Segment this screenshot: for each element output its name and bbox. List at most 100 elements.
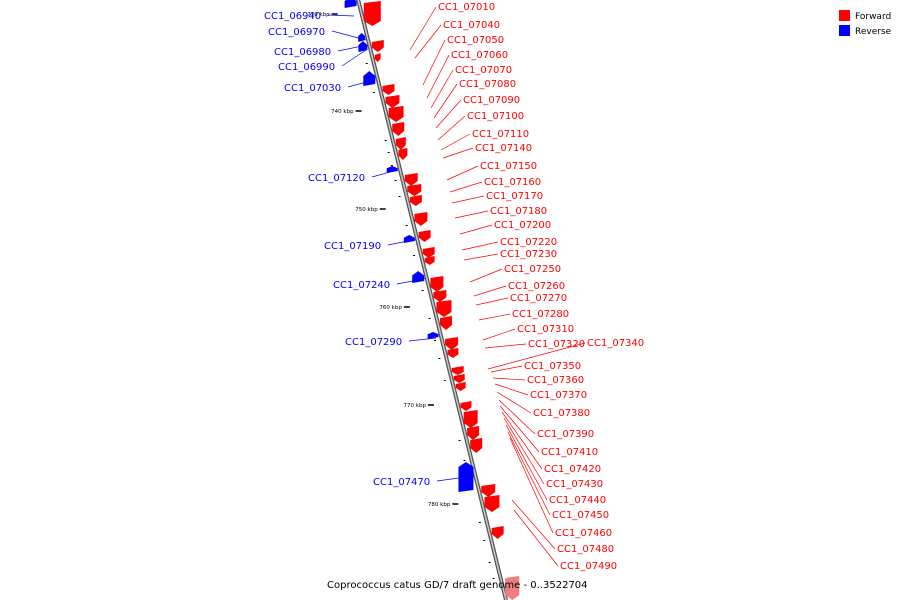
- gene-label-forward: CC1_07170: [486, 191, 543, 202]
- gene-label-forward: CC1_07010: [438, 2, 495, 13]
- leader-line-forward: [498, 399, 536, 435]
- gene-feature-forward: [404, 173, 418, 186]
- position-dot: [372, 92, 375, 93]
- gene-feature-reverse: [358, 41, 368, 52]
- backbone-highlight: [357, 0, 507, 600]
- scale-tick-label: 740 kbp: [331, 109, 354, 115]
- position-dot: [458, 440, 461, 441]
- gene-label-reverse: CC1_07030: [284, 83, 341, 94]
- position-dot: [443, 380, 446, 381]
- leader-line-reverse: [327, 14, 355, 17]
- leader-line-forward: [451, 195, 485, 204]
- gene-label-forward: CC1_07390: [537, 429, 594, 440]
- gene-feature-forward: [407, 184, 422, 196]
- gene-feature-forward: [463, 410, 478, 428]
- leader-line-forward: [426, 54, 450, 99]
- gene-label-forward: CC1_07110: [472, 129, 529, 140]
- gene-feature-forward: [451, 366, 464, 375]
- gene-feature-forward: [440, 316, 453, 330]
- leader-line-forward: [492, 377, 526, 381]
- gene-label-forward: CC1_07150: [480, 161, 537, 172]
- legend: Forward Reverse: [839, 10, 892, 37]
- gene-feature-forward: [385, 95, 400, 108]
- gene-label-forward: CC1_07420: [544, 464, 601, 475]
- legend-swatch-reverse: [839, 25, 850, 36]
- position-dot: [365, 63, 368, 64]
- leader-line-forward: [503, 417, 545, 485]
- position-dot: [463, 460, 466, 461]
- legend-label-reverse: Reverse: [855, 27, 892, 37]
- gene-feature-forward: [424, 256, 435, 265]
- gene-feature-forward: [433, 290, 447, 302]
- position-dot: [478, 522, 481, 523]
- gene-features: [344, 0, 520, 600]
- gene-feature-forward: [363, 1, 381, 26]
- gene-label-reverse: CC1_07120: [308, 173, 365, 184]
- gene-label-forward: CC1_07140: [475, 143, 532, 154]
- gene-label-forward: CC1_07280: [512, 309, 569, 320]
- gene-label-forward: CC1_07100: [467, 111, 524, 122]
- genome-caption: Coprococcus catus GD/7 draft genome - 0.…: [327, 580, 588, 591]
- gene-label-forward: CC1_07430: [546, 479, 603, 490]
- gene-labels: CC1_06940 CC1_06970 CC1_06980 CC1_06990 CC1_…: [264, 2, 644, 572]
- gene-feature-forward: [491, 526, 504, 539]
- leader-line-forward: [430, 69, 454, 109]
- legend-swatch-forward: [839, 10, 850, 21]
- genome-backbone: [356, 0, 508, 600]
- gene-feature-forward: [484, 495, 500, 512]
- leader-line-forward: [507, 431, 551, 516]
- gene-label-forward: CC1_07040: [443, 20, 500, 31]
- leader-lines: [327, 6, 586, 567]
- gene-label-forward: CC1_07380: [533, 408, 590, 419]
- position-dot: [438, 358, 441, 359]
- gene-label-forward: CC1_07270: [510, 293, 567, 304]
- gene-feature-forward: [481, 484, 496, 497]
- gene-feature-forward: [398, 148, 408, 160]
- gene-feature-forward: [460, 401, 472, 411]
- gene-label-forward: CC1_07370: [530, 390, 587, 401]
- position-dot: [387, 152, 390, 153]
- gene-feature-forward: [455, 382, 466, 391]
- leader-line-forward: [511, 499, 556, 550]
- gene-feature-reverse: [427, 332, 439, 339]
- gene-label-forward: CC1_07340: [587, 338, 644, 349]
- gene-label-forward: CC1_07160: [484, 177, 541, 188]
- gene-label-forward: CC1_07250: [504, 264, 561, 275]
- scale-tick-label: 770 kbp: [404, 403, 427, 409]
- gene-feature-forward: [392, 122, 405, 136]
- leader-line-forward: [482, 328, 516, 341]
- gene-feature-forward: [467, 426, 480, 440]
- gene-label-forward: CC1_07230: [500, 249, 557, 260]
- gene-label-forward: CC1_07260: [508, 281, 565, 292]
- position-dot: [483, 540, 486, 541]
- gene-feature-forward: [382, 84, 395, 95]
- leader-line-forward: [473, 285, 507, 297]
- position-dot: [428, 318, 431, 319]
- gene-feature-reverse: [403, 235, 415, 243]
- gene-feature-forward: [409, 195, 422, 206]
- leader-line-forward: [475, 297, 509, 306]
- gene-feature-reverse: [458, 462, 474, 492]
- leader-line-forward: [461, 241, 499, 251]
- position-dot: [488, 562, 491, 563]
- leader-line-forward: [505, 424, 548, 501]
- scale-tick-label: 750 kbp: [355, 207, 378, 213]
- leader-line-reverse: [408, 337, 437, 342]
- gene-feature-forward: [371, 40, 384, 52]
- gene-feature-reverse: [412, 271, 425, 283]
- scale-tick-label: 780 kbp: [428, 502, 451, 508]
- leader-line-forward: [422, 39, 446, 86]
- leader-line-forward: [469, 268, 503, 283]
- leader-line-forward: [433, 83, 458, 119]
- scale-tick-label: 730 kbp: [307, 12, 330, 18]
- leader-line-forward: [463, 253, 499, 261]
- leader-line-forward: [435, 99, 462, 129]
- gene-label-forward: CC1_07360: [527, 375, 584, 386]
- gene-feature-forward: [422, 247, 435, 258]
- gene-label-forward: CC1_07070: [455, 65, 512, 76]
- gene-label-reverse: CC1_06940: [264, 11, 321, 22]
- leader-line-forward: [496, 391, 532, 414]
- leader-line-reverse: [341, 49, 367, 67]
- leader-line-forward: [459, 224, 493, 235]
